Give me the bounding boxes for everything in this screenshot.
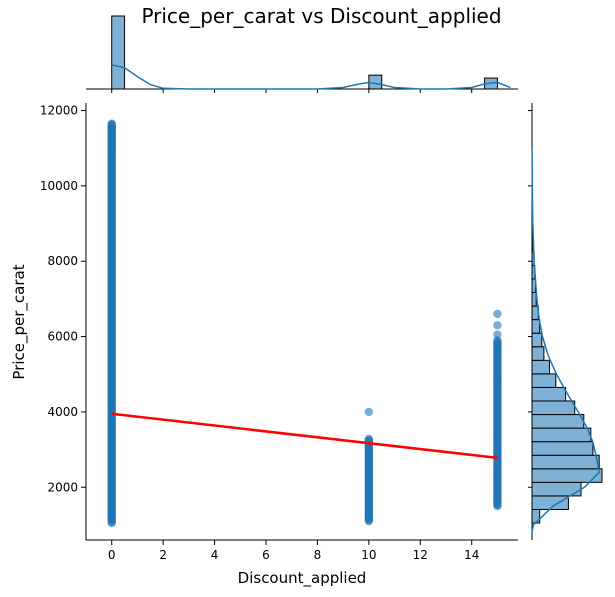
scatter-point <box>364 434 374 444</box>
scatter-point <box>493 336 502 345</box>
scatter-point <box>107 142 116 151</box>
x-tick-label: 0 <box>108 548 116 562</box>
x-tick-label: 8 <box>314 548 322 562</box>
right-hist-bar <box>531 454 600 470</box>
scatter-point <box>493 330 502 339</box>
regression-line <box>111 412 498 460</box>
scatter-point <box>493 309 502 319</box>
chart-title: Price_per_carat vs Discount_applied <box>141 4 502 28</box>
right-marginal-histogram <box>528 103 603 540</box>
right-hist-bar <box>531 495 569 510</box>
x-tick-label: 2 <box>159 548 167 562</box>
right-hist-bar <box>531 291 537 307</box>
scatter-points <box>107 119 502 528</box>
right-hist-bar <box>531 427 592 443</box>
x-tick-label: 10 <box>361 548 376 562</box>
main-axes: 0 2 4 6 8 10 12 14 2000 4000 6000 8000 10000 12000 <box>40 103 518 562</box>
top-hist-bar <box>111 15 126 90</box>
right-kde-curve <box>531 148 601 533</box>
right-hist-bar <box>531 373 557 388</box>
right-hist-bar <box>531 508 541 524</box>
y-tick-label: 2000 <box>47 480 78 494</box>
right-hist-bar <box>531 400 576 416</box>
scatter-point <box>493 321 502 330</box>
scatter-point <box>364 407 374 417</box>
right-hist-bar <box>531 346 545 361</box>
y-tick-label: 4000 <box>47 405 78 419</box>
y-tick-label: 12000 <box>40 104 78 118</box>
right-hist-bar <box>531 441 594 456</box>
right-hist-bar <box>531 332 543 348</box>
top-marginal-histogram <box>86 15 518 93</box>
y-tick-label: 6000 <box>47 330 78 344</box>
y-tick-label: 8000 <box>47 254 78 268</box>
x-tick-label: 6 <box>262 548 270 562</box>
right-hist-bar <box>531 319 541 334</box>
x-tick-label: 4 <box>211 548 219 562</box>
right-hist-bar <box>531 414 585 429</box>
x-tick-label: 14 <box>464 548 479 562</box>
regression-line-layer <box>111 412 498 460</box>
x-axis-label: Discount_applied <box>238 569 367 588</box>
y-tick-label: 10000 <box>40 179 78 193</box>
top-kde-curve <box>111 64 511 90</box>
x-tick-label: 12 <box>413 548 428 562</box>
right-hist-bar <box>531 386 567 402</box>
y-axis-label: Price_per_carat <box>10 264 29 379</box>
right-hist-bar <box>531 359 550 375</box>
